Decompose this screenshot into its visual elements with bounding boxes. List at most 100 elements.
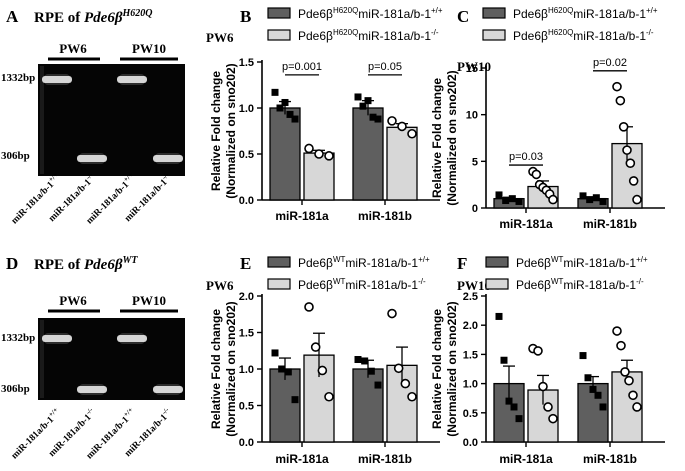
legend-swatch (482, 7, 506, 19)
text-span: (Normalized on sno202) (224, 63, 238, 198)
text-span: -/- (431, 28, 439, 37)
p-value-label: p=0.05 (368, 61, 402, 73)
data-point (354, 356, 362, 364)
gel-band (77, 155, 107, 162)
data-point (515, 197, 523, 205)
x-tick-label: miR-181b (583, 452, 637, 466)
size-marker: 306bp (1, 150, 30, 162)
text-span: +/+ (418, 255, 430, 264)
data-point (284, 368, 292, 376)
y-tick-label: 2.0 (239, 291, 254, 303)
data-point (317, 365, 328, 376)
gel-band-glow (44, 74, 70, 85)
data-point (271, 349, 279, 357)
text-span: miR-181a/b-1 (345, 256, 418, 270)
data-point (354, 93, 362, 101)
text-span: Relative Fold change (209, 309, 223, 429)
data-point (533, 346, 543, 356)
text-span: Pde6β (84, 257, 123, 273)
text-span: -/- (418, 277, 426, 286)
chart-title: PW6 (206, 30, 234, 45)
data-point (515, 415, 523, 423)
data-point (579, 192, 587, 200)
data-point (505, 397, 513, 405)
text-span: (Normalized on sno202) (224, 301, 238, 436)
text-span: miR-181a/b-1 (123, 178, 169, 224)
panel-letter: E (240, 254, 251, 273)
text-span: WT (333, 255, 346, 264)
text-span: Relative Fold change (430, 78, 444, 198)
data-point (276, 104, 284, 112)
y-tick-label: 2.0 (463, 320, 478, 332)
text-span: miR-181a/b-1 (345, 278, 418, 292)
text-span: H620Q (333, 28, 358, 37)
data-point (612, 81, 622, 92)
data-point (616, 340, 626, 351)
text-span: Pde6β (298, 278, 333, 292)
text-span: Pde6β (516, 278, 551, 292)
data-point (407, 391, 417, 402)
data-point (314, 149, 324, 159)
gel-band (153, 155, 183, 162)
text-span: +/+ (646, 6, 658, 15)
y-tick-label: 15 (466, 63, 478, 75)
data-point (618, 122, 629, 132)
data-point (500, 356, 508, 364)
data-point (324, 391, 334, 402)
data-point (622, 145, 632, 155)
y-tick-label: 0.5 (239, 401, 254, 413)
text-span: WT (333, 277, 346, 286)
p-value-label: p=0.001 (282, 61, 322, 73)
gel-band-glow (79, 384, 105, 395)
data-point (628, 390, 638, 401)
legend-swatch (267, 7, 291, 19)
gel-band (42, 76, 72, 83)
y-tick-label: 0.5 (239, 149, 254, 161)
y-axis-label: Relative Fold change(Normalized on sno20… (430, 301, 459, 436)
y-axis-label: Relative Fold change(Normalized on sno20… (209, 301, 238, 436)
size-marker: 1332bp (1, 332, 35, 344)
y-tick-label: 0.5 (463, 408, 478, 420)
text-span: H620Q (548, 6, 573, 15)
text-span: miR-181a/b-1 (573, 29, 646, 43)
data-point (589, 385, 597, 393)
data-point (364, 97, 372, 105)
chart-title: PW10 (457, 278, 491, 293)
legend-entry: Pde6βWTmiR-181a/b-1+/+ (298, 255, 430, 270)
gel-band (117, 76, 147, 83)
x-tick-label: miR-181b (358, 209, 412, 223)
data-point (359, 102, 367, 110)
text-span: miR-181a/b-1 (563, 256, 636, 270)
text-span: miR-181a/b-1 (573, 7, 646, 21)
data-point (367, 367, 375, 375)
y-tick-label: 1.5 (239, 328, 254, 340)
x-tick-label: miR-181a (499, 217, 553, 231)
group-label: PW10 (132, 41, 166, 56)
data-point (531, 169, 542, 180)
text-span: Pde6β (513, 29, 548, 43)
text-span: WT (551, 277, 564, 286)
legend-entry: Pde6βH620QmiR-181a/b-1+/+ (298, 6, 443, 21)
data-point (374, 115, 382, 123)
text-span: -/- (160, 405, 171, 416)
y-axis-label: Relative Fold change(Normalized on sno20… (430, 70, 459, 205)
panel-letter: C (457, 7, 469, 26)
y-tick-label: 1.5 (463, 349, 478, 361)
legend-swatch (267, 278, 291, 290)
text-span: -/- (84, 170, 95, 181)
y-tick-label: 1.0 (463, 379, 478, 391)
data-point (538, 381, 548, 392)
data-point (310, 342, 321, 352)
data-point (584, 374, 592, 382)
legend-swatch (482, 29, 506, 41)
data-point (281, 98, 289, 106)
text-span: (Normalized on sno202) (445, 301, 459, 436)
gel-band (117, 335, 147, 342)
data-point (286, 110, 294, 118)
y-tick-label: 0 (472, 203, 478, 215)
gel-band-glow (119, 333, 145, 344)
gel-band-glow (44, 333, 70, 344)
data-point (579, 352, 587, 360)
x-tick-label: miR-181a (499, 452, 553, 466)
